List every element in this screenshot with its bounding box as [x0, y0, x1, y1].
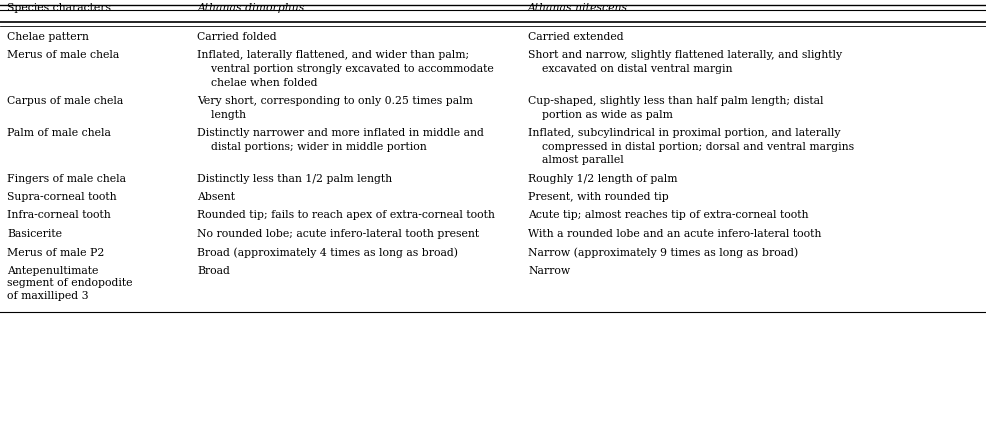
Text: Distinctly narrower and more inflated in middle and: Distinctly narrower and more inflated in…: [197, 128, 484, 138]
Text: Carried folded: Carried folded: [197, 32, 277, 42]
Text: Rounded tip; fails to reach apex of extra-corneal tooth: Rounded tip; fails to reach apex of extr…: [197, 210, 495, 221]
Text: Merus of male chela: Merus of male chela: [7, 50, 119, 61]
Text: Broad: Broad: [197, 266, 230, 276]
Text: Antepenultimate
segment of endopodite
of maxilliped 3: Antepenultimate segment of endopodite of…: [7, 266, 132, 301]
Text: Athanas nitescens: Athanas nitescens: [528, 3, 627, 13]
Text: Roughly 1/2 length of palm: Roughly 1/2 length of palm: [528, 174, 676, 183]
Text: Present, with rounded tip: Present, with rounded tip: [528, 192, 669, 202]
Text: chelae when folded: chelae when folded: [197, 77, 317, 88]
Text: Acute tip; almost reaches tip of extra-corneal tooth: Acute tip; almost reaches tip of extra-c…: [528, 210, 808, 221]
Text: Fingers of male chela: Fingers of male chela: [7, 174, 126, 183]
Text: ventral portion strongly excavated to accommodate: ventral portion strongly excavated to ac…: [197, 64, 494, 74]
Text: Inflated, subcylindrical in proximal portion, and laterally: Inflated, subcylindrical in proximal por…: [528, 128, 840, 138]
Text: distal portions; wider in middle portion: distal portions; wider in middle portion: [197, 141, 427, 152]
Text: almost parallel: almost parallel: [528, 155, 623, 165]
Text: Narrow: Narrow: [528, 266, 570, 276]
Text: portion as wide as palm: portion as wide as palm: [528, 110, 672, 119]
Text: Merus of male P2: Merus of male P2: [7, 248, 105, 258]
Text: compressed in distal portion; dorsal and ventral margins: compressed in distal portion; dorsal and…: [528, 141, 853, 152]
Text: With a rounded lobe and an acute infero-lateral tooth: With a rounded lobe and an acute infero-…: [528, 229, 820, 239]
Text: excavated on distal ventral margin: excavated on distal ventral margin: [528, 64, 732, 74]
Text: Narrow (approximately 9 times as long as broad): Narrow (approximately 9 times as long as…: [528, 248, 798, 258]
Text: Distinctly less than 1/2 palm length: Distinctly less than 1/2 palm length: [197, 174, 392, 183]
Text: Short and narrow, slightly flattened laterally, and slightly: Short and narrow, slightly flattened lat…: [528, 50, 841, 61]
Text: No rounded lobe; acute infero-lateral tooth present: No rounded lobe; acute infero-lateral to…: [197, 229, 479, 239]
Text: Athanas dimorphus: Athanas dimorphus: [197, 3, 305, 13]
Text: Basicerite: Basicerite: [7, 229, 62, 239]
Text: Broad (approximately 4 times as long as broad): Broad (approximately 4 times as long as …: [197, 248, 458, 258]
Text: Very short, corresponding to only 0.25 times palm: Very short, corresponding to only 0.25 t…: [197, 96, 473, 106]
Text: Cup-shaped, slightly less than half palm length; distal: Cup-shaped, slightly less than half palm…: [528, 96, 822, 106]
Text: Carried extended: Carried extended: [528, 32, 623, 42]
Text: Infra-corneal tooth: Infra-corneal tooth: [7, 210, 110, 221]
Text: Species characters: Species characters: [7, 3, 110, 13]
Text: Carpus of male chela: Carpus of male chela: [7, 96, 123, 106]
Text: Palm of male chela: Palm of male chela: [7, 128, 110, 138]
Text: Inflated, laterally flattened, and wider than palm;: Inflated, laterally flattened, and wider…: [197, 50, 469, 61]
Text: length: length: [197, 110, 246, 119]
Text: Chelae pattern: Chelae pattern: [7, 32, 89, 42]
Text: Absent: Absent: [197, 192, 236, 202]
Text: Supra-corneal tooth: Supra-corneal tooth: [7, 192, 116, 202]
